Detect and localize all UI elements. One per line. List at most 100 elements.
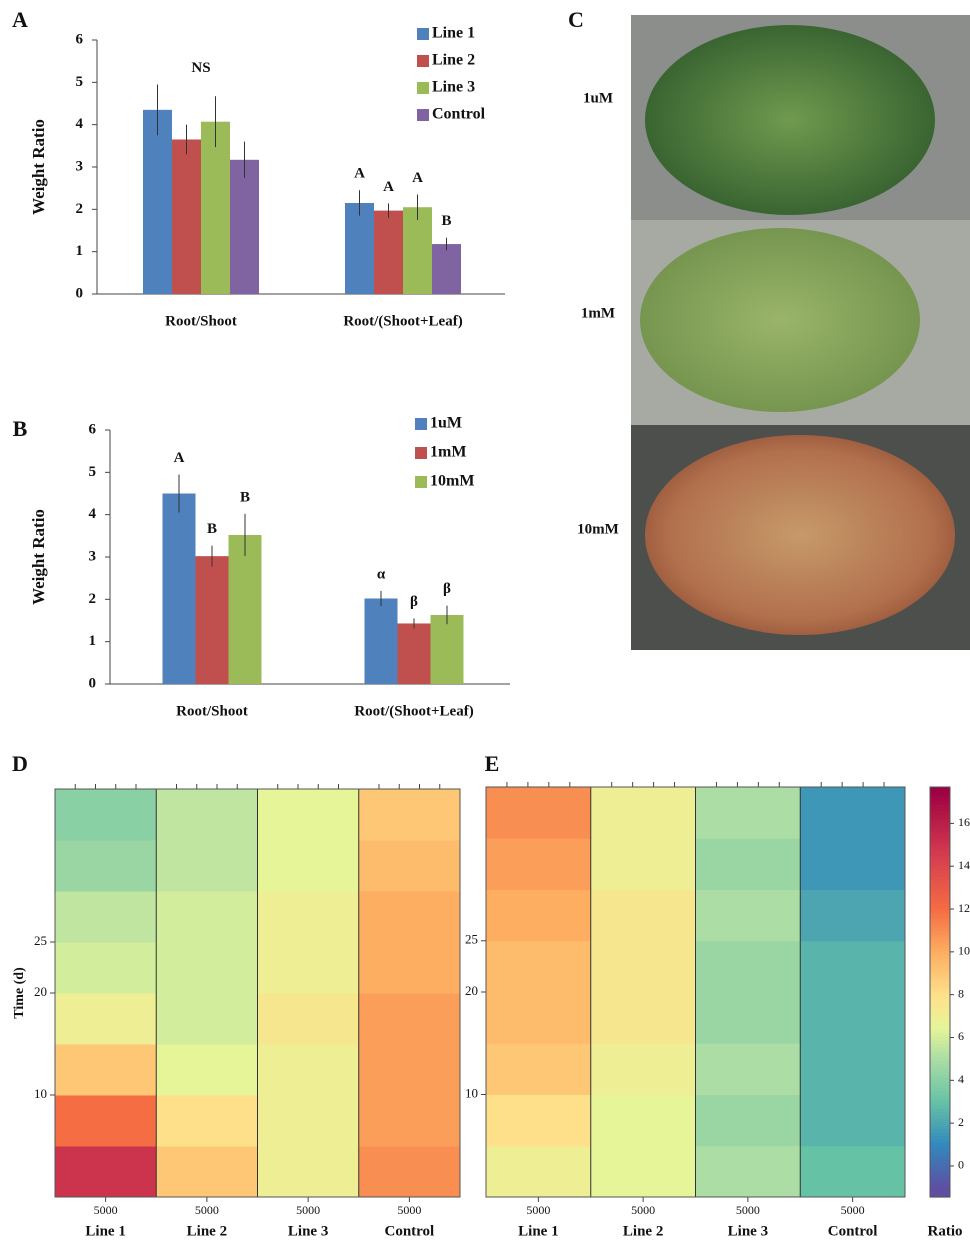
heat-cell [486,1145,592,1198]
colorbar-segment [930,1159,950,1164]
x-tick-label: 5000 [841,1203,865,1217]
heat-cell [486,1094,592,1147]
colorbar-segment [930,947,950,952]
heat-cell [695,1043,801,1095]
y-tick-label: 3 [76,158,84,174]
y-tick-label: 10 [34,1086,47,1101]
bar [403,207,432,294]
y-axis-label: Weight Ratio [29,509,48,605]
x-category-label: Line 3 [288,1223,328,1239]
colorbar-segment [930,1101,950,1106]
x-category-label: Control [828,1223,878,1239]
legend-label: 1mM [430,444,466,461]
heat-cell [358,891,461,943]
legend-swatch [417,82,429,94]
heat-cell [590,787,696,839]
photo-label: 1mM [581,305,615,321]
heat-cell [55,891,157,943]
colorbar-segment [930,1091,950,1096]
colorbar-segment [930,841,950,846]
colorbar-tick-label: 0 [958,1158,964,1172]
heat-cell [695,787,801,839]
heat-cell [695,889,801,942]
bar [143,109,172,294]
leaf [645,25,935,215]
colorbar-segment [930,981,950,986]
bar [397,623,431,684]
y-tick-label: 1 [89,633,97,649]
colorbar-segment [930,998,950,1003]
x-tick-label: 5000 [526,1203,550,1217]
heat-cell [156,891,258,943]
significance-label: A [174,450,185,466]
legend-swatch [417,55,429,67]
photo-panel [631,15,970,650]
legend-swatch [415,476,427,488]
y-tick-label: 4 [76,116,84,132]
x-tick-label: 5000 [397,1203,421,1217]
colorbar-segment [930,940,950,945]
colorbar-segment [930,1050,950,1055]
heat-cell [590,1043,696,1095]
colorbar-segment [930,1104,950,1109]
heat-cell [156,993,258,1045]
colorbar-segment [930,1132,950,1137]
panel-label: C [568,7,584,32]
bar [201,121,230,294]
colorbar-segment [930,933,950,938]
heat-cell [257,891,360,943]
colorbar-segment [930,910,950,915]
colorbar-segment [930,821,950,826]
colorbar-segment [930,927,950,932]
heat-cell [358,1044,461,1096]
colorbar-tick-label: 12 [958,901,970,915]
colorbar-segment [930,957,950,962]
colorbar-segment [930,1053,950,1058]
y-tick-label: 6 [76,31,84,47]
heat-cell [257,1044,360,1096]
significance-label: A [412,170,423,186]
colorbar-segment [930,1166,950,1171]
heat-cell [800,992,906,1044]
heat-cell [55,840,157,892]
colorbar-segment [930,817,950,822]
colorbar-segment [930,1193,950,1198]
heat-cell [800,889,906,942]
y-tick-label: 0 [89,675,97,691]
colorbar-segment [930,1179,950,1184]
photo-label: 1uM [583,90,613,106]
colorbar-segment [930,1169,950,1174]
colorbar-segment [930,838,950,843]
colorbar-label: Ratio [928,1223,963,1239]
colorbar-segment [930,899,950,904]
heat-cell [358,942,461,994]
heat-cell [358,993,461,1045]
significance-label: β [410,594,418,610]
colorbar-segment [930,851,950,856]
colorbar-segment [930,1012,950,1017]
legend-label: 10mM [430,473,474,490]
colorbar-segment [930,995,950,1000]
colorbar-segment [930,1043,950,1048]
heat-cell [358,1095,461,1147]
colorbar-segment [930,1152,950,1157]
x-tick-label: Root/Shoot [176,703,248,719]
heat-cell [257,1095,360,1147]
y-axis-label: Weight Ratio [29,119,48,215]
colorbar-segment [930,790,950,795]
bar [230,159,259,294]
x-tick-label: 5000 [296,1203,320,1217]
colorbar-segment [930,1022,950,1027]
y-tick-label: 25 [34,933,47,948]
heat-cell [486,787,592,839]
heat-cell [156,789,258,841]
colorbar-segment [930,1138,950,1143]
colorbar-segment [930,1111,950,1116]
heat-cell [55,1095,157,1147]
colorbar-tick-label: 4 [958,1072,964,1086]
y-tick-label: 0 [76,285,84,301]
colorbar-segment [930,1118,950,1123]
y-tick-label: 20 [465,983,478,998]
colorbar-segment [930,1009,950,1014]
colorbar-segment [930,903,950,908]
